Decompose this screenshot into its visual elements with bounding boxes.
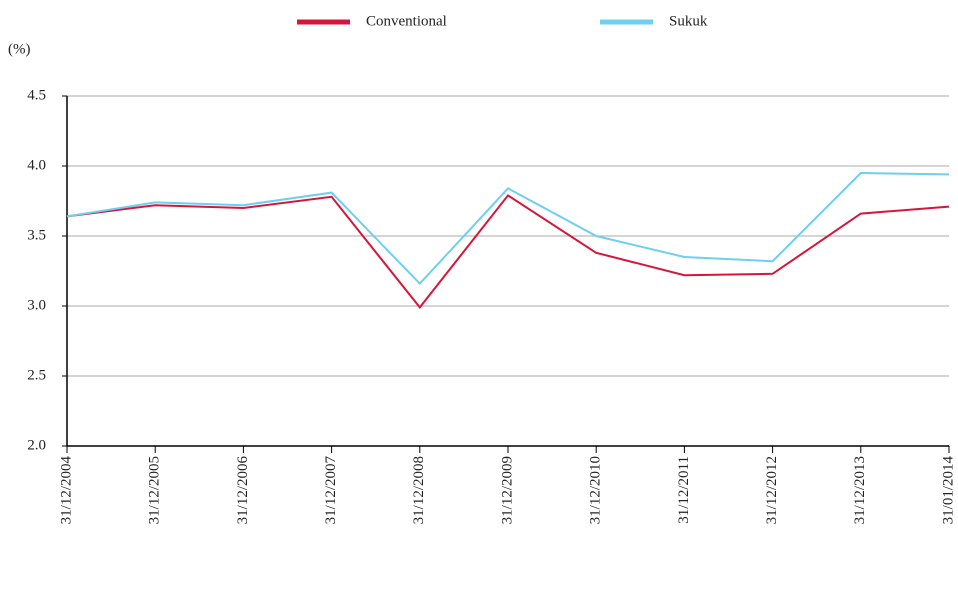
x-tick-label: 31/12/2011 <box>676 456 692 524</box>
y-tick-label: 4.5 <box>27 87 46 103</box>
legend-label: Conventional <box>366 13 447 29</box>
x-tick-label: 31/12/2009 <box>499 456 515 524</box>
y-tick-label: 3.5 <box>27 227 46 243</box>
x-tick-label: 31/12/2010 <box>588 456 604 524</box>
series-line <box>66 171 950 286</box>
x-tick-label: 31/12/2007 <box>323 456 339 525</box>
x-tick-label: 31/12/2005 <box>147 456 163 524</box>
y-tick-label: 2.0 <box>27 437 46 453</box>
y-tick-label: 4.0 <box>27 157 46 173</box>
series-line <box>66 194 950 310</box>
x-tick-label: 31/12/2008 <box>411 456 427 524</box>
x-tick-label: 31/12/2012 <box>764 456 780 524</box>
x-tick-label: 31/12/2004 <box>58 456 74 525</box>
x-tick-label: 31/01/2014 <box>940 456 956 525</box>
y-tick-label: 2.5 <box>27 367 46 383</box>
x-tick-label: 31/12/2006 <box>235 456 251 525</box>
y-axis-label: (%) <box>8 41 31 57</box>
x-tick-label: 31/12/2013 <box>852 456 868 524</box>
legend-label: Sukuk <box>669 13 708 29</box>
y-tick-label: 3.0 <box>27 297 46 313</box>
